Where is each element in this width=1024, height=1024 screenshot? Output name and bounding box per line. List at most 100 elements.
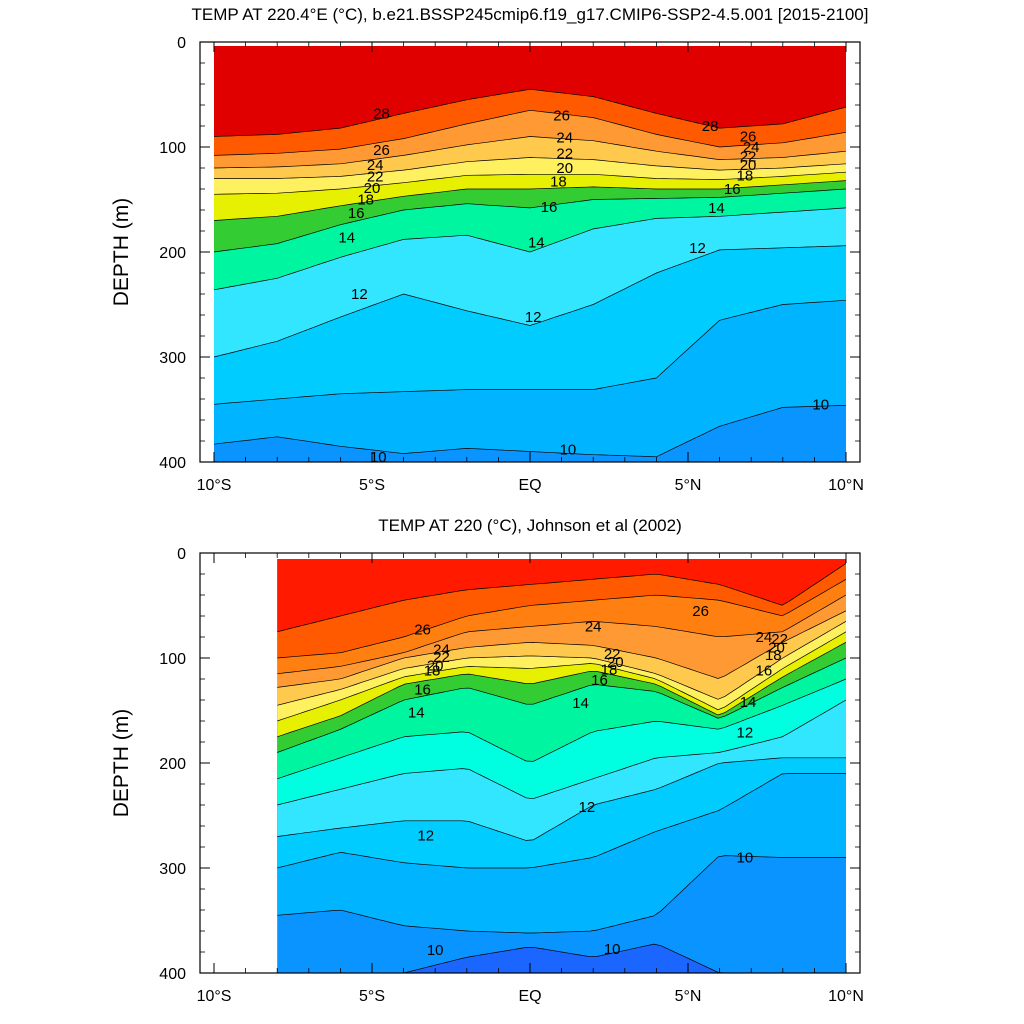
contour-label: 24 (433, 642, 450, 659)
isotherm-10 (214, 404, 846, 458)
isotherm-12 (214, 245, 846, 358)
y-axis-label: DEPTH (m) (110, 709, 133, 818)
contour-label: 12 (689, 240, 706, 257)
isotherm-18 (277, 641, 846, 738)
contour-label: 22 (556, 145, 573, 162)
contour-fills (214, 46, 846, 462)
isotherm-24 (214, 136, 846, 169)
y-tick-label: 400 (159, 455, 186, 472)
contour-label: 18 (601, 662, 618, 679)
contour-label: 22 (740, 148, 757, 165)
contour-label: 16 (591, 672, 608, 689)
contour-label: 14 (708, 200, 725, 217)
y-tick-label: 0 (177, 35, 186, 52)
contour-label: 16 (755, 663, 772, 680)
contour-label: 24 (755, 629, 772, 646)
contour-label: 12 (417, 827, 434, 844)
x-tick-label: 5°S (359, 988, 385, 1005)
y-tick-label: 100 (159, 651, 186, 668)
isotherm-25 (277, 594, 846, 675)
contour-label: 12 (525, 309, 542, 326)
contour-fills (277, 559, 846, 973)
y-tick-label: 0 (177, 546, 186, 563)
y-tick-label: 100 (159, 140, 186, 157)
chart-title: TEMP AT 220.4°E (°C), b.e21.BSSP245cmip6… (192, 5, 869, 24)
isotherm-12 (277, 757, 846, 841)
isotherm-11 (214, 299, 846, 405)
contour-label: 20 (427, 657, 444, 674)
contour-label: 26 (553, 108, 570, 125)
x-tick-label: 10°N (828, 988, 864, 1005)
contour-label: 26 (692, 603, 709, 620)
isotherm-16 (277, 657, 846, 753)
contour-label: 10 (427, 942, 444, 959)
contour-label: 28 (373, 105, 390, 122)
chart-title: TEMP AT 220 (°C), Johnson et al (2002) (378, 516, 682, 535)
contour-label: 28 (702, 118, 719, 135)
contour-label: 20 (768, 640, 785, 657)
isotherm-22 (214, 157, 846, 179)
y-tick-label: 400 (159, 966, 186, 983)
y-axis-label: DEPTH (m) (110, 198, 133, 307)
contour-label: 10 (604, 941, 621, 958)
contour-label: 16 (724, 181, 741, 198)
contour-label: 10 (560, 441, 577, 458)
contour-label: 24 (743, 139, 760, 156)
y-tick-label: 300 (159, 350, 186, 367)
isotherm-11 (277, 773, 846, 869)
x-tick-label: 10°S (197, 988, 232, 1005)
isotherm-20 (277, 631, 846, 722)
contour-label: 22 (367, 168, 384, 185)
y-tick-label: 300 (159, 861, 186, 878)
isotherm-20 (214, 171, 846, 195)
isotherm-28 (214, 88, 846, 137)
contour-label: 12 (737, 725, 754, 742)
isotherm-10 (277, 855, 846, 934)
isotherm-27 (277, 563, 846, 633)
contour-label: 22 (604, 646, 621, 663)
contour-label: 14 (528, 235, 545, 252)
isotherm-22 (277, 620, 846, 706)
isotherm-14 (214, 207, 846, 291)
contour-label: 16 (414, 682, 431, 699)
isotherm-16 (214, 188, 846, 253)
contour-label: 26 (373, 142, 390, 159)
contour-label: 12 (579, 799, 596, 816)
contour-label: 24 (367, 157, 384, 174)
y-tick-label: 200 (159, 245, 186, 262)
x-tick-label: 5°N (675, 988, 702, 1005)
contour-label: 18 (765, 647, 782, 664)
contour-label: 12 (351, 286, 368, 303)
y-tick-label: 200 (159, 756, 186, 773)
contour-label: 14 (740, 694, 757, 711)
contour-label: 24 (556, 130, 573, 147)
x-tick-label: EQ (518, 477, 541, 494)
x-tick-label: 5°N (675, 477, 702, 494)
contour-label: 20 (740, 157, 757, 174)
x-tick-label: 5°S (359, 477, 385, 494)
contour-label: 14 (572, 695, 589, 712)
x-tick-label: 10°S (197, 477, 232, 494)
isotherm-18 (214, 180, 846, 221)
x-tick-label: EQ (518, 988, 541, 1005)
contour-label: 26 (740, 129, 757, 146)
contour-lines (214, 88, 846, 458)
isotherm-26 (214, 109, 846, 156)
contour-label: 10 (812, 396, 829, 413)
contour-label: 18 (424, 663, 441, 680)
band-27 (277, 559, 846, 632)
contour-label: 20 (364, 180, 381, 197)
isotherm-13 (277, 699, 846, 806)
contour-lines (277, 563, 846, 973)
isotherm-24 (277, 610, 846, 688)
band-28 (214, 46, 846, 137)
contour-label: 16 (348, 205, 365, 222)
contour-label: 22 (771, 631, 788, 648)
contour-label: 18 (550, 174, 567, 191)
contour-label: 18 (737, 167, 754, 184)
contour-label: 26 (414, 622, 431, 639)
x-tick-label: 10°N (828, 477, 864, 494)
